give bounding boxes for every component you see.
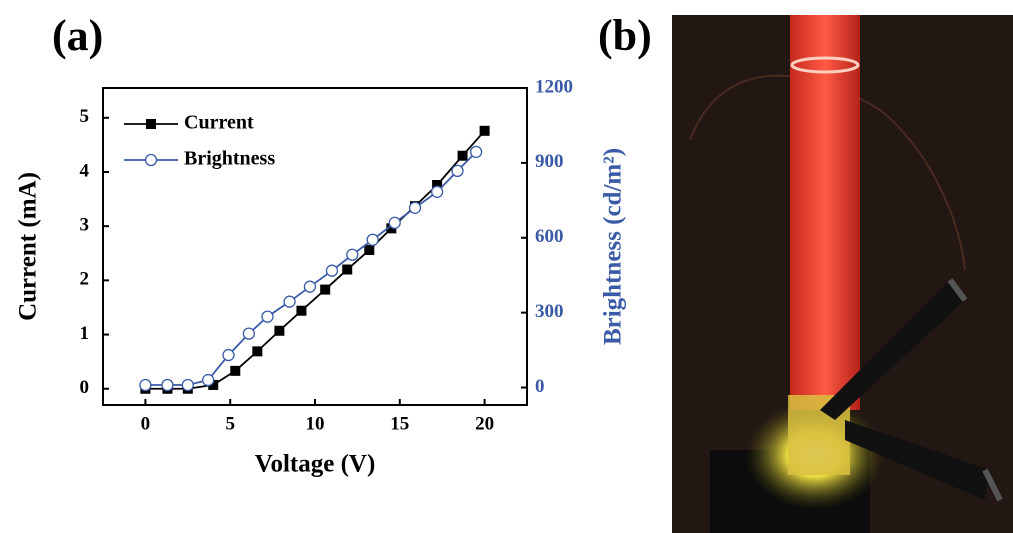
y-tick-label: 3 <box>80 215 90 236</box>
data-point <box>242 327 256 340</box>
data-point <box>451 164 464 178</box>
data-point <box>261 310 274 323</box>
data-point <box>222 348 235 362</box>
x-tick-label: 20 <box>475 413 494 434</box>
y-tick-label: 2 <box>80 269 90 290</box>
legend-marker <box>144 153 158 167</box>
y-tick-label: 0 <box>80 377 90 398</box>
x-axis-label: Voltage (V) <box>255 451 376 478</box>
data-point <box>283 295 296 308</box>
data-point <box>252 346 263 357</box>
data-point <box>388 216 401 229</box>
x-tick-label: 10 <box>306 413 325 434</box>
series-line <box>145 130 486 390</box>
data-point <box>181 378 194 392</box>
x-tick-label: 0 <box>141 413 151 434</box>
data-point <box>230 365 241 376</box>
legend-label: Current <box>184 112 254 134</box>
x-tick-label: 15 <box>390 413 409 434</box>
data-point <box>479 125 490 136</box>
panel-label: (a) <box>52 11 103 60</box>
data-point <box>346 248 359 261</box>
photo <box>672 15 1013 533</box>
data-point <box>469 145 483 159</box>
x-tick-label: 5 <box>225 413 235 434</box>
legend-label: Brightness <box>184 148 275 170</box>
y2-tick-label: 900 <box>535 151 564 172</box>
data-point <box>342 264 353 275</box>
data-point <box>320 284 331 295</box>
data-point <box>366 233 379 246</box>
legend-marker <box>146 119 156 129</box>
data-point <box>408 201 422 214</box>
data-point <box>208 379 219 390</box>
data-point <box>296 305 307 316</box>
y-tick-label: 5 <box>80 106 90 127</box>
y2-tick-label: 300 <box>535 301 564 322</box>
data-point <box>386 223 397 234</box>
data-point <box>457 150 468 161</box>
data-point <box>432 179 443 190</box>
y-tick-label: 1 <box>80 323 90 344</box>
y2-axis-label: Brightness (cd/m²) <box>600 148 627 345</box>
data-point <box>430 185 444 198</box>
data-point <box>139 378 152 392</box>
data-point <box>325 264 339 277</box>
y-axis-label: Current (mA) <box>15 172 42 321</box>
plot-frame <box>102 87 528 406</box>
data-point <box>274 325 285 336</box>
y2-tick-label: 0 <box>535 376 545 397</box>
data-point <box>364 245 375 256</box>
series-line <box>145 151 477 386</box>
y2-tick-label: 600 <box>535 226 564 247</box>
data-point <box>303 280 317 293</box>
panel-label: (b) <box>598 11 652 60</box>
data-point <box>202 373 215 387</box>
data-point <box>161 378 174 392</box>
y2-tick-label: 1200 <box>535 76 573 97</box>
y-tick-label: 4 <box>80 160 90 181</box>
